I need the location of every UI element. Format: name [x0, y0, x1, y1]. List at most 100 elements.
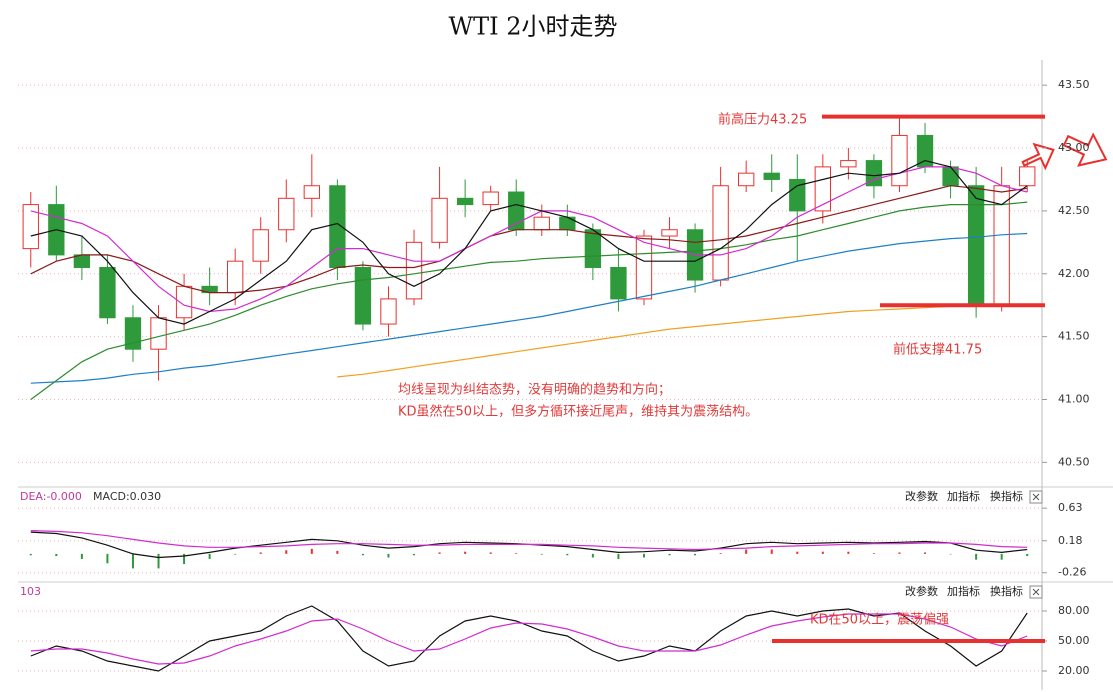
annotation: KD虽然在50以上，但多方循环接近尾声，维持其为震荡结构。: [398, 404, 758, 420]
macd-bar: [131, 553, 134, 569]
close-icon: [1032, 493, 1040, 501]
macd-bar: [924, 552, 927, 554]
candle-body: [405, 241, 423, 300]
indicator-line: [337, 304, 977, 378]
macd-bar: [898, 552, 901, 554]
candle-body: [559, 216, 576, 231]
candle-body: [533, 216, 550, 231]
macd-bar: [387, 553, 390, 558]
candle-body: [712, 185, 729, 281]
annotation: 均线呈现为纠结态势，没有明确的趋势和方向；: [398, 382, 671, 398]
y-tick-label: 0.18: [1058, 534, 1083, 547]
macd-bar: [157, 553, 160, 569]
macd-bar: [234, 553, 237, 555]
macd-bar: [668, 553, 671, 556]
macd-bar: [413, 553, 416, 556]
macd-bar: [694, 553, 697, 556]
macd-bar: [821, 551, 824, 554]
control-button[interactable]: 换指标: [990, 584, 1023, 598]
macd-bar: [336, 550, 339, 554]
macd-bar: [540, 553, 543, 555]
y-tick-label: 41.50: [1058, 330, 1090, 343]
candle-body: [252, 229, 269, 262]
indicator-line: [30, 232, 1028, 384]
control-button[interactable]: 加指标: [947, 489, 980, 503]
macd-bar: [591, 553, 594, 558]
macd-bar: [310, 548, 313, 554]
close-icon: [1032, 588, 1040, 596]
macd-bar: [719, 553, 722, 554]
macd-bar: [55, 553, 58, 557]
candle-body: [329, 185, 346, 268]
y-tick-label: 43.00: [1058, 141, 1090, 154]
plot-layer: 40.50 41.00 41.50 42.00 42.50 43.00 43.50 前高压力4…: [18, 78, 1090, 677]
candle-body: [865, 160, 883, 187]
macd-bar: [29, 553, 32, 556]
macd-bar: [770, 549, 773, 554]
level-label: 前低支撑41.75: [893, 342, 982, 358]
macd-bar: [489, 552, 492, 554]
candle-body: [22, 204, 39, 250]
macd-bar: [1000, 553, 1003, 560]
candle-body: [661, 229, 678, 237]
y-tick-label: 42.50: [1058, 204, 1090, 217]
indicator-line: [30, 159, 1028, 325]
indicator-line: [30, 201, 1028, 400]
macd-bar: [949, 553, 952, 555]
macd-bar: [872, 553, 875, 554]
y-tick-label: -0.26: [1058, 566, 1086, 579]
y-tick-label: 20.00: [1058, 664, 1090, 677]
candle-body: [431, 197, 448, 243]
macd-bar: [642, 553, 645, 558]
y-tick-label: 43.50: [1058, 78, 1090, 91]
arrow-icon: [1062, 132, 1108, 167]
candle-body: [610, 266, 627, 300]
indicator-line: [30, 185, 1028, 294]
macd-bar: [259, 552, 262, 554]
level-label: KD在50以上，震荡偏强: [810, 613, 949, 628]
candle-body: [942, 166, 959, 187]
macd-bar: [464, 551, 467, 554]
candle-body: [150, 317, 167, 350]
macd-bar: [361, 553, 364, 556]
candle-body: [354, 266, 372, 325]
control-button[interactable]: 改参数: [905, 489, 938, 503]
chart-title: WTI 2小时走势: [448, 13, 617, 41]
macd-bar: [847, 551, 850, 554]
control-button[interactable]: 改参数: [905, 584, 938, 598]
macd-bar: [1026, 553, 1029, 557]
indicator-line: [30, 605, 1028, 672]
candle-body: [738, 172, 755, 187]
control-button[interactable]: 换指标: [990, 489, 1023, 503]
control-button[interactable]: 加指标: [947, 584, 980, 598]
macd-bar: [617, 553, 620, 559]
indicator-label: MACD:0.030: [93, 490, 161, 503]
candle-body: [763, 172, 780, 180]
candle-body: [482, 191, 499, 206]
candle-body: [840, 160, 857, 168]
candle-body: [175, 285, 193, 319]
candle-body: [303, 185, 320, 199]
candle-body: [99, 266, 116, 319]
y-tick-label: 0.63: [1058, 501, 1083, 514]
y-tick-label: 80.00: [1058, 604, 1090, 617]
macd-bar: [796, 551, 799, 554]
candle-body: [635, 235, 653, 300]
macd-bar: [80, 553, 83, 559]
candle-body: [967, 185, 985, 306]
candle-body: [456, 197, 474, 206]
y-tick-label: 41.00: [1058, 392, 1090, 405]
candle-body: [278, 197, 295, 231]
indicator-label: DEA:-0.000: [20, 490, 82, 503]
indicator-label: 103: [20, 585, 41, 598]
y-tick-label: 40.50: [1058, 455, 1090, 468]
indicator-line: [30, 613, 1028, 665]
indicator-line: [30, 166, 1028, 313]
candle-body: [891, 134, 908, 187]
candle-body: [814, 166, 831, 212]
macd-bar: [106, 553, 109, 564]
macd-bar: [515, 553, 518, 554]
candle-body: [380, 298, 397, 325]
y-tick-label: 50.00: [1058, 634, 1090, 647]
